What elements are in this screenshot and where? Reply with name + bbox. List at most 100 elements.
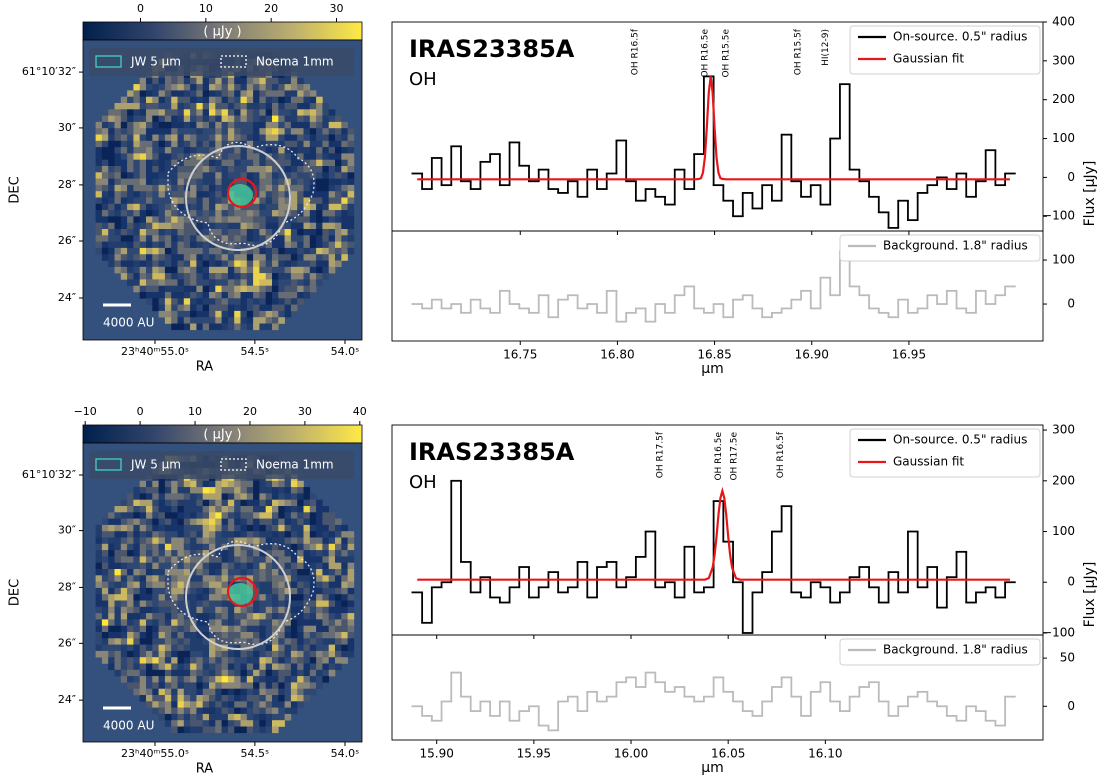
map-pixel [127,575,134,582]
map-pixel [184,279,191,286]
map-pixel [171,122,178,129]
map-pixel [108,248,115,255]
map-pixel [133,109,140,116]
map-pixel [133,135,140,142]
map-pixel [108,525,115,532]
map-pixel [165,588,172,595]
map-pixel [222,619,229,626]
map-pixel [146,210,153,217]
map-pixel [234,317,241,324]
map-pixel [341,582,348,589]
map-pixel [203,569,210,576]
map-pixel [222,550,229,557]
map-pixel [203,682,210,689]
map-pixel [234,720,241,727]
map-pixel [272,166,279,173]
map-pixel [253,324,260,331]
map-pixel [127,229,134,236]
map-pixel [209,487,216,494]
map-pixel [171,109,178,116]
map-pixel [259,676,266,683]
map-pixel [140,601,147,608]
map-pixel [297,701,304,708]
map-pixel [159,619,166,626]
map-pixel [278,261,285,268]
map-pixel [310,198,317,205]
map-pixel [171,185,178,192]
map-pixel [171,103,178,110]
map-pixel [259,701,266,708]
map-pixel [152,103,159,110]
map-pixel [190,481,197,488]
map-pixel [165,695,172,702]
map-pixel [222,198,229,205]
map-pixel [184,305,191,312]
map-pixel [322,267,329,274]
map-pixel [196,651,203,658]
map-pixel [222,664,229,671]
map-pixel [165,645,172,652]
map-pixel [133,512,140,519]
map-pixel [266,147,273,154]
map-pixel [190,670,197,677]
map-pixel [222,279,229,286]
map-pixel [285,619,292,626]
map-pixel [121,122,128,129]
map-pixel [133,525,140,532]
map-pixel [291,506,298,513]
map-pixel [278,525,285,532]
map-pixel [209,166,216,173]
map-pixel [310,550,317,557]
map-pixel [285,135,292,142]
map-pixel [228,267,235,274]
map-pixel [203,248,210,255]
map-pixel [222,235,229,242]
map-pixel [297,487,304,494]
map-pixel [159,298,166,305]
map-pixel [322,575,329,582]
map-pixel [115,185,122,192]
map-pixel [228,487,235,494]
map-pixel [228,626,235,633]
map-pixel [291,525,298,532]
map-pixel [133,279,140,286]
map-pixel [178,267,185,274]
map-pixel [253,519,260,526]
map-pixel [259,128,266,135]
legend-label: Background. 1.8" radius [883,239,1028,253]
map-pixel [228,324,235,331]
map-pixel [96,638,103,645]
map-pixel [222,135,229,142]
map-pixel [152,550,159,557]
map-pixel [171,493,178,500]
map-pixel [184,248,191,255]
map-pixel [222,273,229,280]
map-pixel [121,97,128,104]
map-pixel [291,487,298,494]
map-pixel [140,147,147,154]
map-pixel [241,481,248,488]
map-pixel [291,651,298,658]
map-pixel [253,210,260,217]
map-pixel [127,657,134,664]
map-pixel [259,248,266,255]
map-pixel [253,487,260,494]
map-pixel [196,103,203,110]
map-pixel [304,223,311,230]
map-pixel [146,556,153,563]
map-pixel [178,544,185,551]
legend-label: On-source. 0.5" radius [893,30,1027,44]
map-pixel [121,638,128,645]
map-pixel [184,544,191,551]
map-pixel [304,153,311,160]
map-pixel [259,714,266,721]
map-pixel [316,97,323,104]
map-pixel [127,594,134,601]
map-pixel [215,525,222,532]
map-pixel [127,607,134,614]
map-pixel [272,122,279,129]
map-pixel [184,317,191,324]
y-tick-label: 26″ [58,234,76,247]
map-pixel [228,160,235,167]
map-pixel [159,279,166,286]
